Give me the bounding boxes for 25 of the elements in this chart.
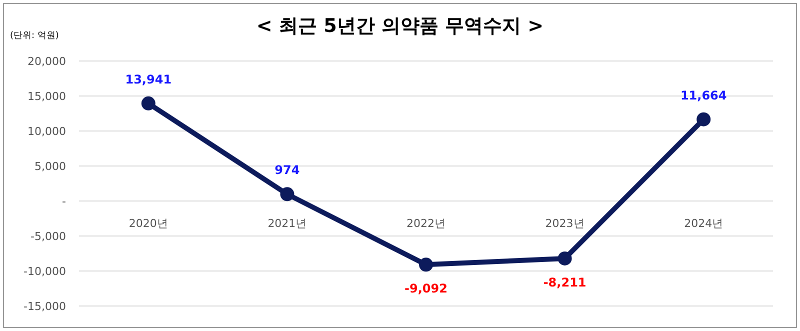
y-tick-label: -10,000 — [24, 265, 66, 278]
point — [419, 258, 433, 272]
y-tick-label: 5,000 — [34, 160, 66, 173]
point — [558, 251, 572, 266]
text: (단위: 억원) — [10, 31, 59, 41]
x-tick-label: 2023년 — [545, 217, 584, 230]
x-tick-label: 2022년 — [406, 217, 446, 230]
x-tick-label: 2021년 — [268, 217, 307, 230]
data-label: 13,941 — [125, 72, 172, 86]
y-tick-label: 15,000 — [28, 90, 66, 103]
data-label: 974 — [274, 163, 300, 178]
point — [141, 96, 156, 110]
point — [696, 112, 711, 126]
y-tick-label: 20,000 — [28, 55, 66, 68]
data-label: 11,664 — [680, 88, 727, 102]
y-tick-label: -15,000 — [24, 300, 66, 313]
chart-title: < 최근 5년간 의약품 무역수지 > — [256, 15, 544, 37]
data-label: -9,092 — [404, 282, 448, 296]
y-tick-label: -5,000 — [30, 230, 66, 243]
x-tick-label: 2024년 — [684, 217, 724, 230]
point — [280, 187, 294, 202]
y-tick-label: 10,000 — [28, 125, 66, 138]
y-tick-label: - — [62, 195, 66, 208]
data-label: -8,211 — [543, 275, 586, 290]
x-tick-label: 2020년 — [128, 217, 168, 230]
